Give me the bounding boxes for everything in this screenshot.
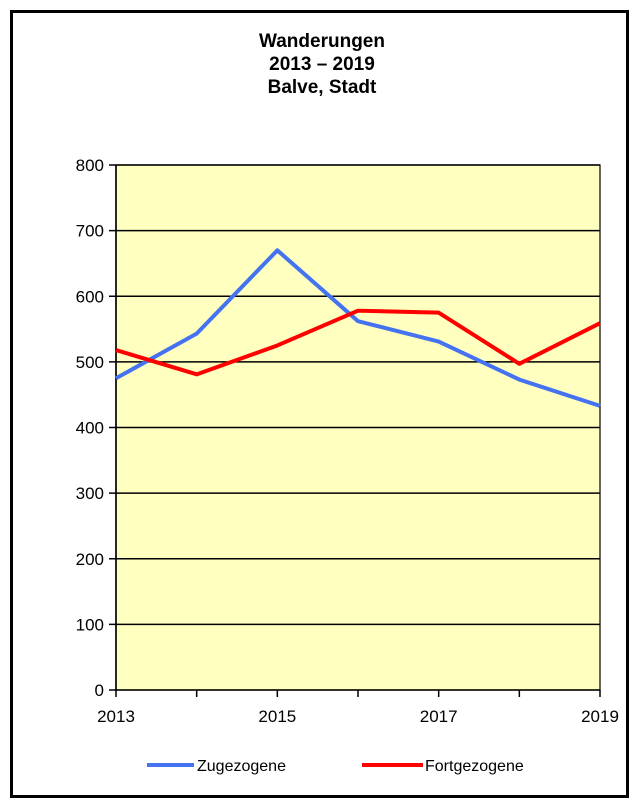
y-tick-label-100: 100	[76, 615, 104, 634]
legend: Zugezogene Fortgezogene	[147, 758, 524, 775]
y-tick-label-300: 300	[76, 484, 104, 503]
y-tick-label-400: 400	[76, 419, 104, 438]
series-line-zugezogene	[115, 248, 601, 408]
chart-title-line-2: 2013 – 2019	[269, 54, 375, 75]
chart-title-line-3: Balve, Stadt	[267, 77, 377, 98]
x-tick-label-2013: 2013	[97, 707, 135, 726]
chart-title-line-1: Wanderungen	[259, 31, 385, 52]
x-axis-tick-labels: 2013 2015 2017 2019	[97, 707, 619, 726]
y-tick-label-0: 0	[95, 681, 104, 700]
y-tick-label-800: 800	[76, 156, 104, 175]
legend-label-fortgezogene: Fortgezogene	[425, 758, 524, 775]
series-lines	[115, 248, 601, 408]
gridlines	[116, 164, 600, 626]
y-axis-tick-labels: 0 100 200 300 400 500 600 700 800	[76, 156, 104, 700]
x-tick-label-2019: 2019	[581, 707, 619, 726]
x-tick-label-2017: 2017	[420, 707, 458, 726]
y-tick-label-600: 600	[76, 287, 104, 306]
legend-label-zugezogene: Zugezogene	[197, 758, 286, 775]
series-line-fortgezogene	[115, 308, 601, 377]
y-tick-label-700: 700	[76, 222, 104, 241]
y-tick-label-200: 200	[76, 550, 104, 569]
y-tick-label-500: 500	[76, 353, 104, 372]
x-tick-label-2015: 2015	[258, 707, 296, 726]
chart-title: Wanderungen 2013 – 2019 Balve, Stadt	[0, 30, 644, 99]
axes	[109, 164, 601, 697]
